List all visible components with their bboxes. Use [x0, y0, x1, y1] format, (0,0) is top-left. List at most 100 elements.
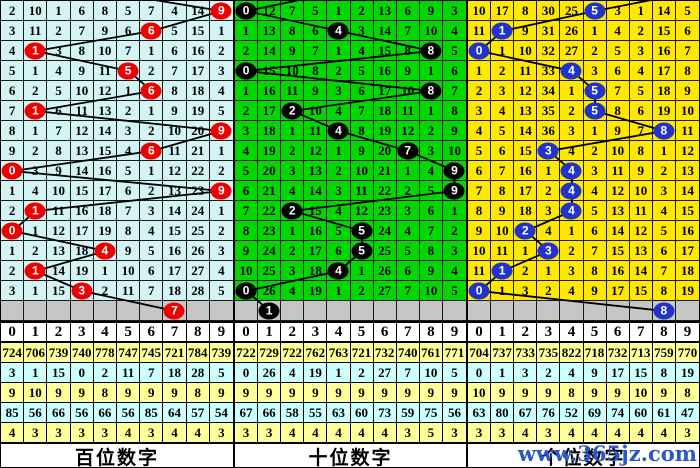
stats-cell: 0: [235, 363, 259, 383]
miss-cell: 3: [281, 261, 305, 281]
miss-cell: 15: [186, 21, 210, 41]
stats-cell: 739: [47, 343, 71, 363]
miss-cell: 1: [652, 141, 676, 161]
digit-header-cell: 8: [187, 323, 210, 341]
miss-cell: 14: [163, 201, 187, 221]
miss-cell: 11: [304, 121, 328, 141]
watermark-link[interactable]: www.365jz.com: [517, 441, 697, 466]
miss-cell: 3: [327, 181, 351, 201]
miss-cell: 12: [606, 181, 630, 201]
stats-cell: 3: [675, 423, 699, 443]
stats-cell: 66: [47, 403, 71, 423]
miss-cell: 1: [24, 221, 48, 241]
miss-cell: 1: [1, 181, 25, 201]
miss-cell: 14: [304, 181, 328, 201]
miss-cell: 1: [327, 1, 351, 21]
miss-cell: 23: [258, 221, 282, 241]
miss-cell: 7: [281, 1, 305, 21]
miss-cell: 2: [209, 41, 233, 61]
miss-cell: 22: [186, 161, 210, 181]
miss-cell: 3: [419, 141, 443, 161]
miss-cell: 8: [304, 61, 328, 81]
stats-cell: 19: [304, 363, 328, 383]
miss-cell: 15: [163, 221, 187, 241]
miss-cell: 8: [350, 121, 374, 141]
miss-cell: 1: [583, 121, 607, 141]
miss-cell: 2: [140, 61, 164, 81]
stats-cell: 3: [468, 423, 492, 443]
miss-cell: 2: [537, 181, 561, 201]
miss-cell: 20: [373, 141, 397, 161]
stats-cell: 4: [163, 423, 187, 443]
miss-cell: 2: [350, 281, 374, 301]
hit-circle: 4: [560, 182, 582, 199]
stats-cell: 47: [675, 403, 699, 423]
miss-cell: 3: [629, 41, 653, 61]
digit-header-cell: 5: [584, 323, 607, 341]
digit-header-cell: 8: [420, 323, 443, 341]
miss-cell: 31: [537, 21, 561, 41]
miss-cell: 3: [606, 1, 630, 21]
miss-cell: 17: [163, 261, 187, 281]
miss-cell: 1: [140, 101, 164, 121]
miss-cell: 15: [373, 41, 397, 61]
miss-cell: 30: [537, 1, 561, 21]
stats-cell: 4: [327, 423, 351, 443]
miss-cell: 1: [47, 1, 71, 21]
miss-cell: 10: [629, 181, 653, 201]
miss-cell: 13: [163, 181, 187, 201]
miss-cell: 26: [186, 241, 210, 261]
miss-cell: 7: [419, 221, 443, 241]
miss-cell: 5: [419, 181, 443, 201]
miss-cell: 5: [675, 1, 699, 21]
pending-cell: [117, 301, 141, 321]
miss-cell: 2: [209, 221, 233, 241]
stats-cell: 9: [304, 383, 328, 403]
miss-cell: 10: [350, 161, 374, 181]
miss-cell: 14: [629, 261, 653, 281]
stats-cell: 3: [491, 423, 515, 443]
miss-cell: 5: [350, 241, 374, 261]
miss-cell: 4: [93, 241, 117, 261]
hit-circle: 5: [351, 242, 373, 259]
miss-cell: 6: [396, 261, 420, 281]
miss-cell: 9: [209, 181, 233, 201]
stats-cell: 52: [560, 403, 584, 423]
miss-cell: 4: [235, 141, 259, 161]
stats-cell: 73: [373, 403, 397, 423]
stats-cell: 4: [583, 423, 607, 443]
miss-cell: 7: [491, 161, 515, 181]
stats-cell: 7: [396, 363, 420, 383]
pending-cell: [560, 301, 584, 321]
stats-cell: 18: [163, 363, 187, 383]
hit-circle: 9: [210, 2, 232, 19]
hit-circle: 7: [163, 302, 185, 319]
hit-circle: 9: [443, 182, 465, 199]
stats-cell: 60: [629, 403, 653, 423]
miss-cell: 2: [281, 141, 305, 161]
miss-cell: 26: [258, 281, 282, 301]
miss-cell: 17: [70, 221, 94, 241]
miss-cell: 9: [442, 121, 466, 141]
miss-cell: 18: [304, 261, 328, 281]
miss-cell: 7: [606, 81, 630, 101]
miss-cell: 36: [537, 121, 561, 141]
miss-cell: 27: [373, 281, 397, 301]
miss-cell: 4: [327, 261, 351, 281]
pending-cell: [606, 301, 630, 321]
miss-cell: 8: [606, 101, 630, 121]
miss-cell: 3: [652, 181, 676, 201]
stats-cell: 4: [350, 423, 374, 443]
miss-cell: 18: [373, 101, 397, 121]
miss-cell: 12: [304, 141, 328, 161]
miss-cell: 4: [652, 201, 676, 221]
hit-circle: 8: [420, 42, 442, 59]
miss-cell: 17: [675, 241, 699, 261]
miss-cell: 2: [560, 241, 584, 261]
miss-cell: 5: [442, 281, 466, 301]
miss-cell: 4: [209, 81, 233, 101]
miss-cell: 5: [629, 81, 653, 101]
miss-cell: 4: [117, 141, 141, 161]
miss-cell: 10: [606, 141, 630, 161]
